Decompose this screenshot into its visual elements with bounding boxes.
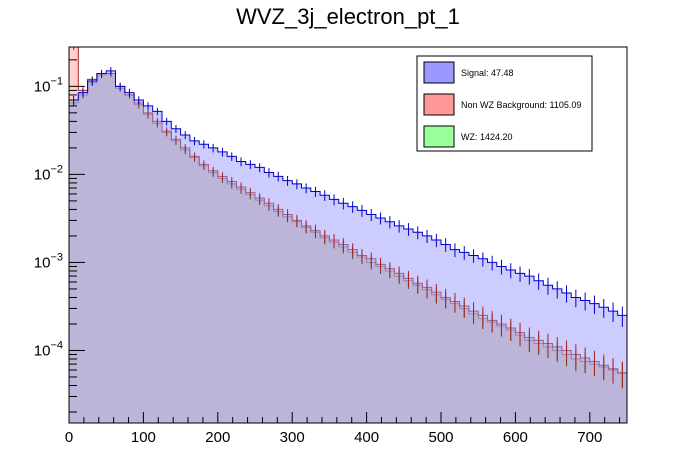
x-tick-label: 400	[354, 429, 379, 446]
signal-bin-4	[106, 70, 116, 423]
signal-bin-29	[338, 203, 348, 423]
legend-swatch-wz	[423, 125, 455, 148]
x-tick-label: 600	[503, 429, 528, 446]
signal-bin-33	[375, 217, 386, 423]
x-tick-label: 500	[428, 429, 453, 446]
signal-bin-24	[292, 183, 302, 423]
signal-bin-28	[329, 199, 339, 423]
signal-bin-30	[348, 206, 358, 423]
x-tick-label: 0	[65, 429, 73, 446]
signal-bin-3	[96, 73, 107, 423]
signal-bin-15	[208, 147, 218, 423]
x-axis: 0 100 200 300 400 500 600 700	[65, 412, 621, 446]
signal-bin-46	[496, 266, 507, 423]
signal-bin-23	[282, 180, 293, 423]
signal-bin-35	[394, 225, 404, 423]
signal-bin-10	[162, 121, 172, 424]
signal-bin-5	[115, 86, 125, 423]
legend: Signal: 47.48 Non WZ Background: 1105.09 W…	[416, 55, 593, 152]
signal-bin-39	[431, 239, 441, 423]
x-tick-label: 100	[131, 429, 156, 446]
signal-bin-14	[199, 144, 209, 423]
x-tick-label: 300	[280, 429, 305, 446]
signal-bin-42	[459, 252, 469, 423]
signal-bin-12	[180, 135, 190, 423]
signal-bin-22	[273, 176, 283, 423]
signal-bin-34	[385, 221, 395, 423]
signal-bin-37	[413, 232, 423, 423]
signal-bin-32	[366, 214, 376, 423]
signal-bin-1	[78, 92, 88, 424]
signal-bin-13	[189, 140, 200, 423]
signal-bin-7	[134, 100, 144, 423]
signal-bin-44	[478, 258, 488, 423]
signal-bin-20	[255, 167, 265, 423]
signal-bin-19	[245, 164, 255, 423]
legend-label-wz: WZ: 1424.20	[461, 132, 513, 142]
x-tick-label: 700	[577, 429, 602, 446]
signal-bin-31	[357, 210, 367, 423]
signal-bin-8	[143, 105, 153, 424]
chart-title: WVZ_3j_electron_pt_1	[236, 4, 460, 29]
signal-bin-21	[264, 172, 274, 423]
y-tick-label: 10−2	[34, 163, 63, 183]
signal-bin-41	[450, 249, 460, 423]
legend-swatch-signal	[423, 61, 455, 84]
signal-bin-17	[227, 156, 237, 423]
signal-bin-26	[310, 191, 321, 423]
legend-label-background: Non WZ Background: 1105.09	[461, 100, 581, 110]
y-tick-label: 10−3	[34, 251, 63, 271]
signal-bin-40	[441, 244, 451, 423]
signal-bin-6	[124, 92, 135, 424]
signal-bin-27	[320, 195, 330, 423]
signal-bin-36	[403, 228, 414, 423]
signal-bin-47	[506, 270, 516, 423]
x-tick-label: 200	[205, 429, 230, 446]
y-axis: 10−1 10−2 10−3 10−4	[34, 59, 85, 413]
signal-bin-25	[301, 188, 311, 423]
plot-frame	[68, 46, 628, 424]
signal-bin-43	[468, 255, 479, 423]
signal-bin-18	[236, 161, 246, 423]
signal-bin-38	[422, 235, 432, 423]
signal-bin-16	[217, 151, 228, 423]
y-tick-label: 10−1	[34, 75, 63, 95]
y-tick-label: 10−4	[34, 339, 63, 359]
signal-bin-45	[487, 262, 497, 423]
legend-swatch-background	[423, 93, 455, 116]
error-bars	[73, 47, 623, 389]
signal-bin-2	[87, 81, 97, 423]
signal-bin-11	[171, 128, 181, 424]
signal-bin-9	[152, 111, 162, 423]
legend-label-signal: Signal: 47.48	[461, 68, 514, 78]
signal-bin-48	[515, 273, 525, 423]
signal-bin-0	[69, 100, 79, 423]
signal-outline	[68, 70, 628, 423]
